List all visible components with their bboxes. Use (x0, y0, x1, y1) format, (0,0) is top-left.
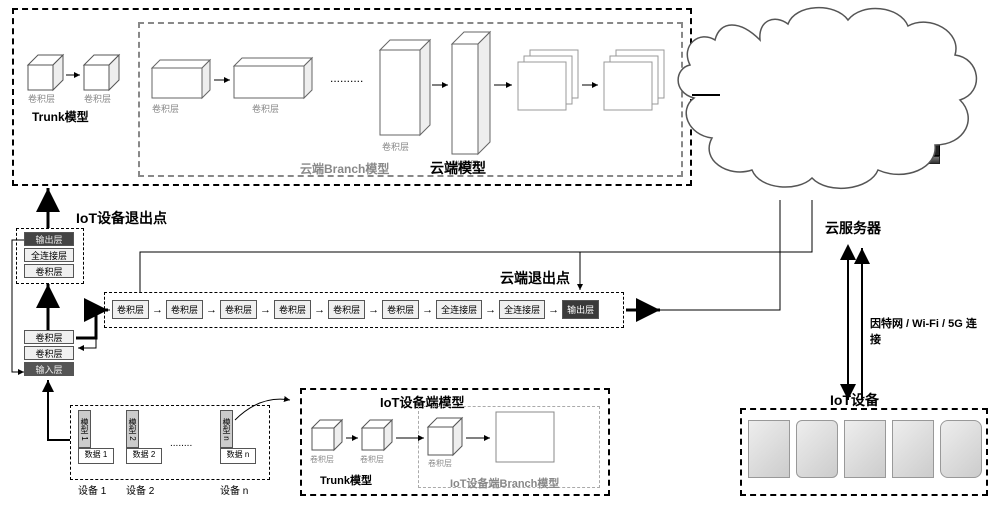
horizontal-chain: 卷积层 → 卷积层 → 卷积层 → 卷积层 → 卷积层 → 卷积层 → 全连接层… (112, 300, 599, 319)
fc-layer: 全连接层 (24, 248, 74, 262)
device-2-data: 数据 2 (126, 448, 162, 464)
trunk-label-top: Trunk模型 (32, 108, 89, 125)
branch-cube-b: 卷积层 (252, 102, 279, 115)
device-n-name: 设备 n (220, 482, 248, 497)
vr-icon (940, 420, 982, 478)
iot-exit-label: IoT设备退出点 (76, 208, 167, 228)
devices-ellipsis: ........ (170, 438, 192, 449)
iot-device-icons (748, 420, 982, 478)
branch-fc-2: 全连接层 (610, 82, 646, 95)
hc-4: 卷积层 (328, 300, 365, 319)
device-n-model: 模型 n (220, 410, 233, 448)
conv-label-1: 卷积层 (28, 92, 55, 105)
hc-2: 卷积层 (220, 300, 257, 319)
iot-trunk-label: Trunk模型 (320, 472, 372, 488)
device-1: 模型 1 数据 1 (78, 410, 114, 464)
cloud-model-label: 云端模型 (430, 158, 486, 178)
hc-7: 全连接层 (499, 300, 545, 319)
hc-6: 全连接层 (436, 300, 482, 319)
conv-layer-t: 卷积层 (24, 264, 74, 278)
cloud-exit-label: 云端退出点 (500, 268, 570, 288)
cloud-branch-box (138, 22, 683, 177)
out-layer: 输出层 (24, 232, 74, 246)
device-n-data: 数据 n (220, 448, 256, 464)
branch-fc-1: 全连接层 (524, 82, 560, 95)
iot-devices-label: IoT设备 (830, 390, 879, 410)
hc-8: 输出层 (562, 300, 599, 319)
conv-b1: 卷积层 (24, 330, 74, 344)
device-2-name: 设备 2 (126, 482, 154, 497)
left-stack-top: 输出层 全连接层 卷积层 (24, 232, 74, 278)
conv-b2: 卷积层 (24, 346, 74, 360)
hc-3: 卷积层 (274, 300, 311, 319)
device-2-model: 模型 2 (126, 410, 139, 448)
iot-branch-label: IoT设备端Branch模型 (450, 475, 559, 491)
server-image (745, 48, 940, 156)
server-base (745, 156, 940, 164)
device-1-name: 设备 1 (78, 482, 106, 497)
device-1-data: 数据 1 (78, 448, 114, 464)
iot-branch-cube: 卷积层 (428, 458, 452, 469)
device-2: 模型 2 数据 2 (126, 410, 162, 464)
device-1-model: 模型 1 (78, 410, 91, 448)
cloud-server-label: 云服务器 (825, 218, 881, 238)
branch-cube-a: 卷积层 (152, 102, 179, 115)
conv-label-2: 卷积层 (84, 92, 111, 105)
iot-branch-fc: 全连接层 (506, 432, 542, 445)
camera-icon (796, 420, 838, 478)
device-n: 模型 n 数据 n (220, 410, 256, 464)
printer-icon (892, 420, 934, 478)
iot-trunk-c2: 卷积层 (360, 454, 384, 465)
cloud-branch-label: 云端Branch模型 (300, 160, 389, 177)
hc-5: 卷积层 (382, 300, 419, 319)
wearable-icon (844, 420, 886, 478)
left-stack-bottom: 卷积层 卷积层 输入层 (24, 330, 74, 376)
iot-trunk-c1: 卷积层 (310, 454, 334, 465)
tablet-icon (748, 420, 790, 478)
input-layer: 输入层 (24, 362, 74, 376)
hc-0: 卷积层 (112, 300, 149, 319)
branch-cube-c: 卷积层 (382, 140, 409, 153)
connection-label: 因特网 / Wi-Fi / 5G 连接 (870, 315, 980, 347)
hc-1: 卷积层 (166, 300, 203, 319)
